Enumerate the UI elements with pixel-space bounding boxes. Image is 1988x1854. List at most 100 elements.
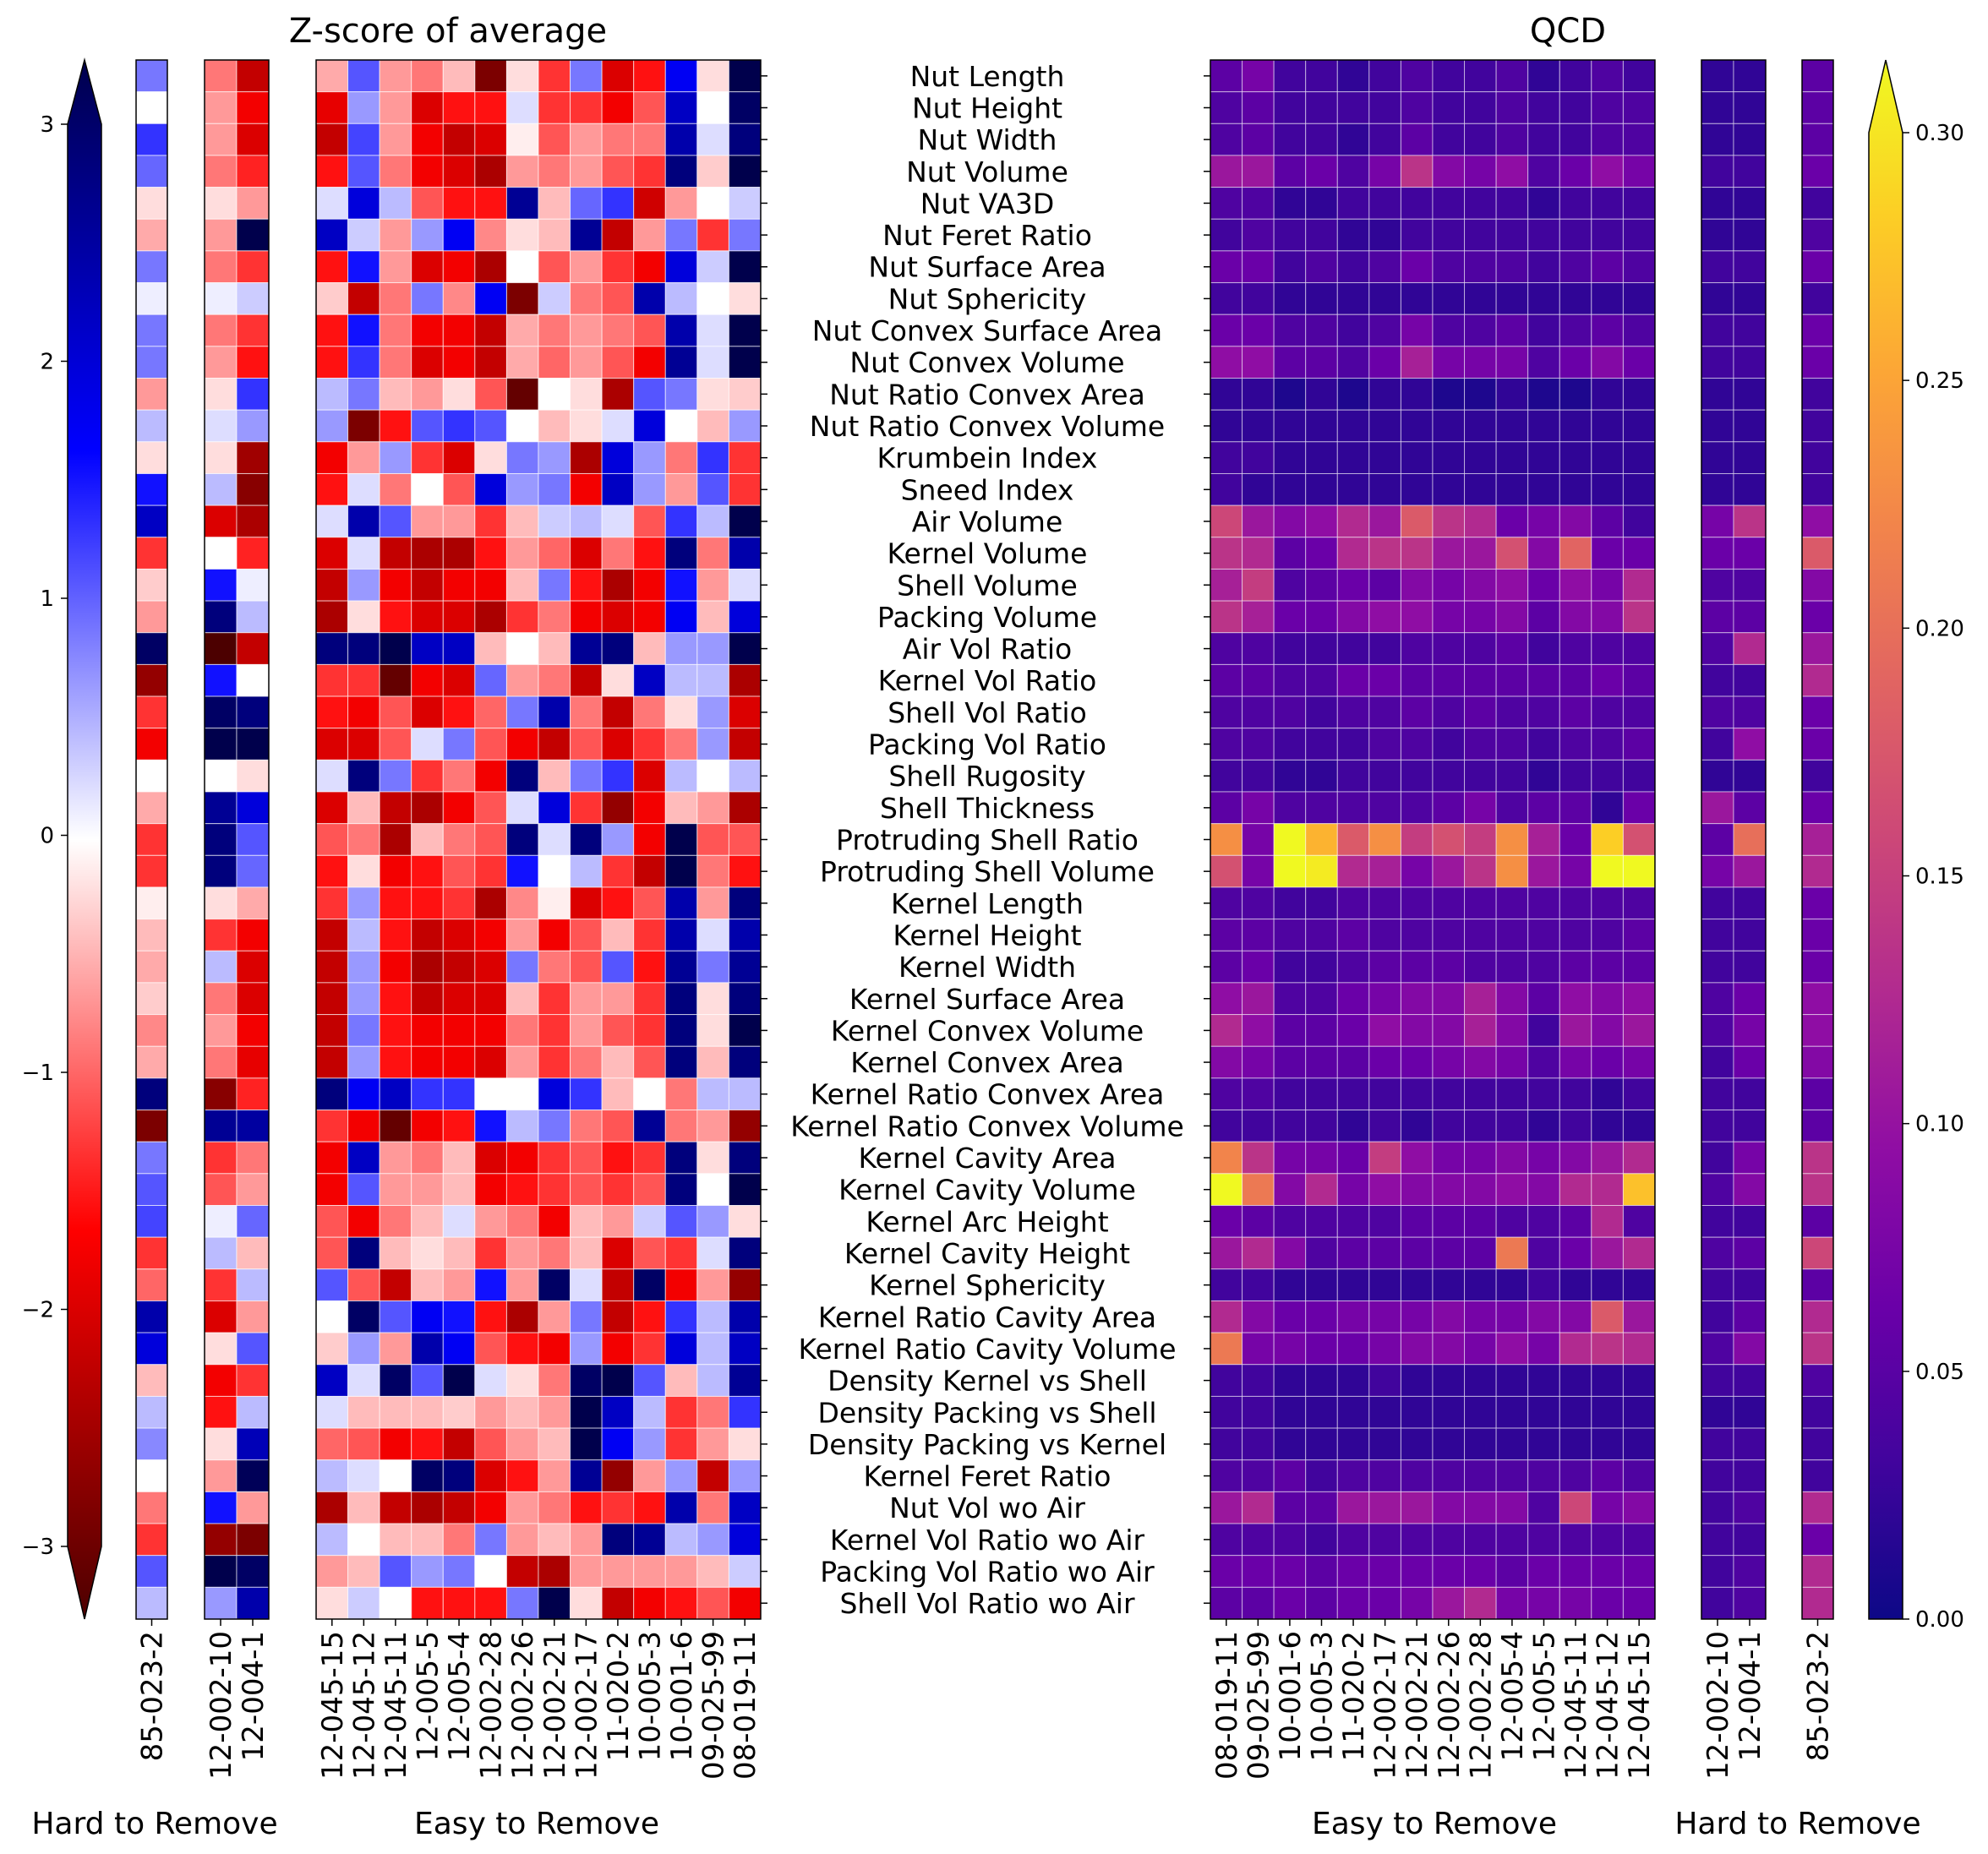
qcd-cell bbox=[1210, 1173, 1243, 1207]
qcd-cell bbox=[1701, 472, 1734, 506]
zscore-cell bbox=[204, 1045, 238, 1079]
zscore-cell bbox=[411, 1205, 444, 1238]
qcd-cell bbox=[1622, 1014, 1656, 1047]
qcd-cell bbox=[1801, 155, 1834, 188]
qcd-cell bbox=[1273, 91, 1307, 124]
qcd-cell bbox=[1368, 537, 1401, 570]
zscore-column-label: 12-045-12 bbox=[347, 1631, 381, 1780]
zscore-cell bbox=[204, 1205, 238, 1238]
zscore-cell bbox=[601, 1077, 635, 1111]
zscore-cell bbox=[474, 632, 507, 665]
qcd-cell bbox=[1336, 1014, 1370, 1047]
zscore-cell bbox=[474, 1364, 507, 1397]
zscore-cell bbox=[347, 314, 380, 347]
zscore-cell bbox=[728, 823, 762, 856]
feature-label: Kernel Convex Volume bbox=[831, 1014, 1144, 1047]
zscore-cell bbox=[315, 1205, 349, 1238]
zscore-cell bbox=[379, 663, 412, 697]
qcd-cell bbox=[1368, 1427, 1401, 1461]
zscore-cell bbox=[538, 1014, 571, 1047]
qcd-cell bbox=[1622, 854, 1656, 888]
qcd-cell bbox=[1432, 1555, 1466, 1588]
qcd-cell bbox=[1273, 537, 1307, 570]
qcd-cell bbox=[1733, 1077, 1767, 1111]
zscore-cell bbox=[347, 854, 380, 888]
qcd-cell bbox=[1559, 155, 1592, 188]
qcd-cell bbox=[1591, 250, 1624, 284]
zscore-cell bbox=[664, 314, 698, 347]
qcd-cell bbox=[1622, 1268, 1656, 1301]
zscore-cell bbox=[442, 1014, 476, 1047]
zscore-cell bbox=[505, 1268, 539, 1301]
qcd-cell bbox=[1336, 155, 1370, 188]
zscore-cell bbox=[474, 1110, 507, 1142]
zscore-cell bbox=[315, 919, 349, 952]
zscore-cell bbox=[696, 1236, 729, 1270]
qcd-cell bbox=[1622, 91, 1656, 124]
qcd-cell bbox=[1801, 1555, 1834, 1588]
qcd-cell bbox=[1527, 218, 1560, 252]
qcd-cell bbox=[1527, 1586, 1560, 1620]
qcd-cell bbox=[1801, 950, 1834, 984]
zscore-cell bbox=[538, 568, 571, 602]
qcd-cell bbox=[1701, 919, 1734, 952]
qcd-cell bbox=[1801, 632, 1834, 665]
zscore-column-label: 10-005-3 bbox=[633, 1631, 667, 1761]
qcd-cell bbox=[1464, 1268, 1497, 1301]
zscore-cell bbox=[728, 123, 762, 156]
qcd-cell bbox=[1701, 218, 1734, 252]
feature-label: Kernel Cavity Volume bbox=[838, 1174, 1136, 1207]
zscore-cell bbox=[315, 1332, 349, 1366]
zscore-cell bbox=[696, 314, 729, 347]
zscore-cell bbox=[633, 218, 666, 252]
qcd-cell bbox=[1464, 441, 1497, 474]
zscore-cell bbox=[474, 187, 507, 220]
qcd-cell bbox=[1622, 282, 1656, 315]
qcd-cell bbox=[1210, 1523, 1243, 1557]
zscore-cell bbox=[570, 1205, 603, 1238]
zscore-cell bbox=[601, 1268, 635, 1301]
qcd-cell bbox=[1701, 1395, 1734, 1429]
zscore-cell bbox=[135, 218, 168, 252]
qcd-cell bbox=[1464, 218, 1497, 252]
qcd-cell bbox=[1368, 791, 1401, 825]
feature-label: Shell Vol Ratio bbox=[888, 696, 1087, 729]
zscore-cell bbox=[570, 1586, 603, 1620]
qcd-cell bbox=[1400, 218, 1434, 252]
qcd-cell bbox=[1242, 1141, 1275, 1175]
qcd-cell bbox=[1305, 1523, 1338, 1557]
zscore-cell bbox=[728, 91, 762, 124]
qcd-cell bbox=[1336, 823, 1370, 856]
zscore-cell bbox=[505, 886, 539, 920]
qcd-cell bbox=[1733, 1300, 1767, 1333]
zscore-cell bbox=[135, 1395, 168, 1429]
zscore-cell bbox=[347, 568, 380, 602]
zscore-colorbar-tick-label: 0 bbox=[40, 824, 54, 849]
qcd-cell bbox=[1305, 728, 1338, 761]
qcd-cell bbox=[1242, 854, 1275, 888]
qcd-cell bbox=[1464, 1364, 1497, 1397]
zscore-cell bbox=[664, 250, 698, 284]
zscore-cell bbox=[442, 441, 476, 474]
qcd-cell bbox=[1242, 1523, 1275, 1557]
qcd-cell bbox=[1432, 568, 1466, 602]
qcd-cell bbox=[1368, 1045, 1401, 1079]
zscore-cell bbox=[601, 155, 635, 188]
zscore-cell bbox=[633, 1491, 666, 1524]
zscore-column-label: 12-002-17 bbox=[570, 1631, 604, 1780]
qcd-cell bbox=[1622, 791, 1656, 825]
zscore-cell bbox=[347, 600, 380, 634]
qcd-cell bbox=[1242, 791, 1275, 825]
zscore-cell bbox=[664, 218, 698, 252]
zscore-cell bbox=[411, 695, 444, 729]
qcd-cell bbox=[1432, 123, 1466, 156]
zscore-cell bbox=[633, 1364, 666, 1397]
zscore-cell bbox=[601, 1364, 635, 1397]
zscore-column-label: 12-002-26 bbox=[506, 1631, 540, 1780]
zscore-cell bbox=[315, 91, 349, 124]
zscore-cell bbox=[601, 919, 635, 952]
qcd-cell bbox=[1464, 759, 1497, 793]
zscore-cell bbox=[442, 1395, 476, 1429]
qcd-cell bbox=[1368, 1555, 1401, 1588]
